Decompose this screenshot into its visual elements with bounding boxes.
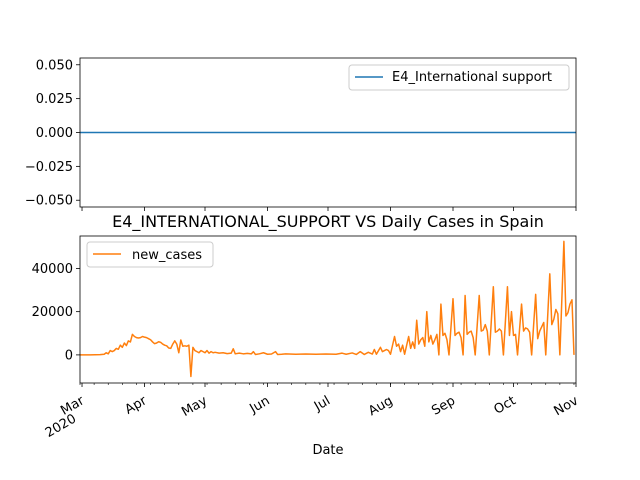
top-y-tick-label: 0.025 xyxy=(36,92,73,107)
x-axis-label: Date xyxy=(312,443,343,458)
x-tick-label: Sep xyxy=(429,393,458,418)
new-cases-series-line xyxy=(80,240,575,378)
bottom-y-tick-label: 20000 xyxy=(32,305,73,320)
top-y-tick-label: −0.025 xyxy=(25,160,73,175)
top-y-tick-label: 0.050 xyxy=(36,58,73,73)
x-tick-label: Jun xyxy=(247,393,273,417)
x-tick-label: Nov xyxy=(552,393,582,419)
x-tick-label: May xyxy=(179,393,210,420)
top-y-tick-label: 0.000 xyxy=(36,126,73,141)
bottom-axes: E4_INTERNATIONAL_SUPPORT VS Daily Cases … xyxy=(32,212,582,458)
bottom-legend-label: new_cases xyxy=(132,248,202,263)
bottom-legend-box xyxy=(86,241,214,268)
bottom-legend: new_cases xyxy=(86,241,214,268)
top-legend-box xyxy=(348,64,570,91)
top-legend-label: E4_International support xyxy=(392,70,552,85)
top-axes: −0.050 −0.025 0.000 0.025 0.050 E4_Internati… xyxy=(25,57,577,211)
top-axes-frame xyxy=(79,57,577,208)
chart-title: E4_INTERNATIONAL_SUPPORT VS Daily Cases … xyxy=(112,212,544,232)
x-tick-label: Aug xyxy=(366,393,395,419)
x-tick-year-label: 2020 xyxy=(43,411,79,441)
x-tick-label: Jul xyxy=(311,393,333,414)
bottom-y-tick-label: 40000 xyxy=(32,262,73,277)
bottom-axes-frame xyxy=(79,235,577,384)
x-tick-label: Apr xyxy=(123,393,151,418)
bottom-y-tick-label: 0 xyxy=(65,348,73,363)
top-legend: E4_International support xyxy=(348,64,570,91)
x-tick-label: Oct xyxy=(492,393,519,417)
top-y-tick-label: −0.050 xyxy=(25,194,73,209)
